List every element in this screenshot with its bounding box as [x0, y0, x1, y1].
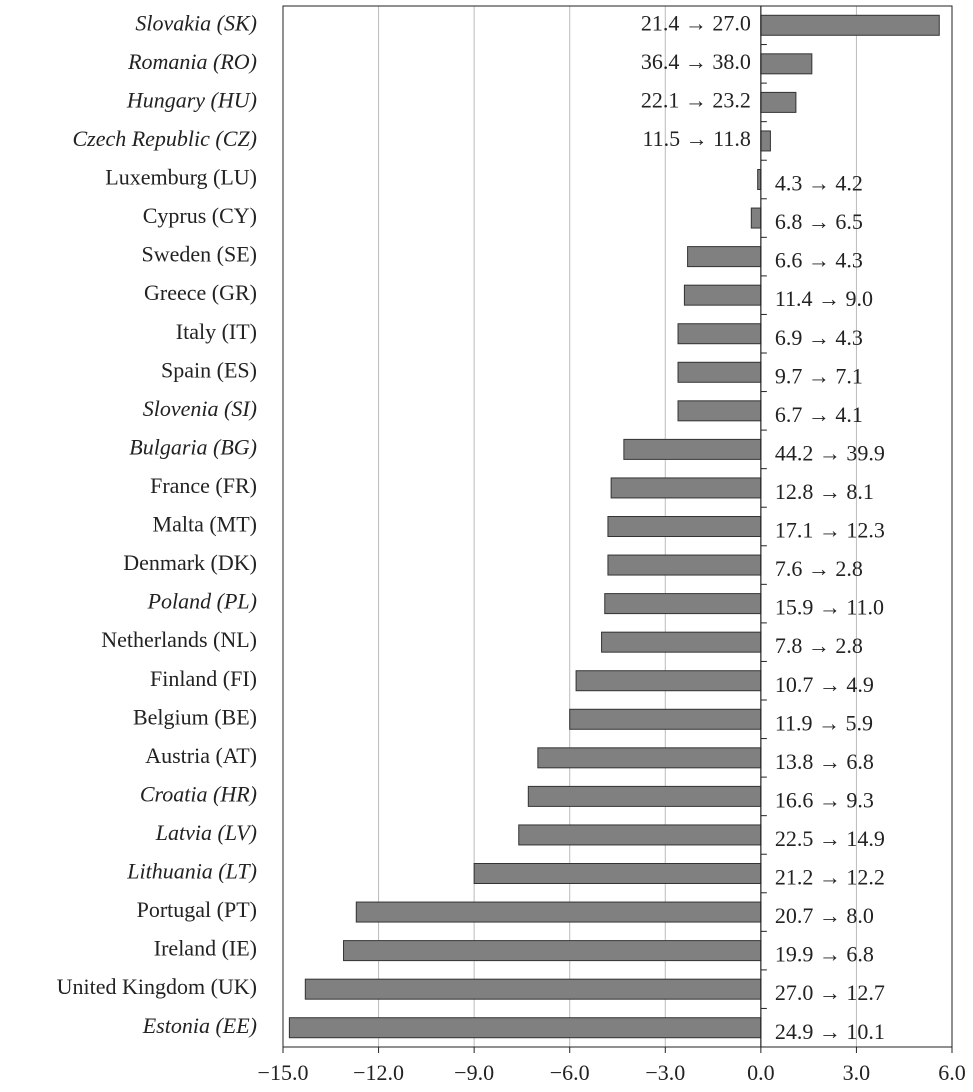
bar — [355, 901, 762, 923]
bar — [623, 438, 762, 460]
y-tick-label: Austria (AT) — [145, 743, 257, 768]
y-tick-label: Malta (MT) — [153, 512, 257, 537]
y-tick-label: Greece (GR) — [144, 280, 257, 305]
plot-frame — [282, 5, 953, 1048]
annotation: 27.0 → 12.7 — [775, 980, 885, 1005]
y-tick-label: Czech Republic (CZ) — [72, 126, 257, 151]
y-tick-label: Sweden (SE) — [142, 242, 257, 267]
x-tick-label: 0.0 — [747, 1060, 775, 1085]
y-tick-label: Belgium (BE) — [133, 704, 257, 729]
x-tick-label: −12.0 — [353, 1060, 404, 1085]
annotation: 11.9 → 5.9 — [775, 710, 873, 735]
bar — [604, 593, 762, 615]
bar — [760, 53, 813, 75]
annotation: 7.6 → 2.8 — [775, 556, 863, 581]
y-tick-label: Slovakia (SK) — [135, 10, 257, 35]
y-tick-label: Italy (IT) — [176, 319, 257, 344]
x-tick-label: −15.0 — [258, 1060, 309, 1085]
bar — [750, 207, 762, 229]
y-tick-label: Ireland (IE) — [154, 936, 257, 961]
bar — [518, 824, 762, 846]
annotation: 6.8 → 6.5 — [775, 209, 863, 234]
y-tick-label: Hungary (HU) — [126, 87, 257, 112]
y-tick-label: Latvia (LV) — [155, 820, 257, 845]
bar — [760, 14, 940, 36]
bar — [288, 1017, 762, 1039]
bar — [304, 978, 762, 1000]
y-tick-label: Netherlands (NL) — [101, 627, 257, 652]
annotation: 21.4 → 27.0 — [641, 10, 751, 35]
y-tick-label: Spain (ES) — [161, 357, 257, 382]
annotation: 7.8 → 2.8 — [775, 633, 863, 658]
y-tick-label: Estonia (EE) — [142, 1013, 257, 1038]
bar — [473, 863, 762, 884]
annotation: 17.1 → 12.3 — [775, 518, 885, 543]
annotation: 11.5 → 11.8 — [642, 126, 750, 151]
bar — [527, 785, 762, 807]
bar — [607, 516, 762, 537]
annotation: 36.4 → 38.0 — [641, 49, 751, 74]
annotation: 22.5 → 14.9 — [775, 826, 885, 851]
y-tick-label: United Kingdom (UK) — [57, 974, 257, 999]
annotation: 12.8 → 8.1 — [775, 479, 874, 504]
bar — [677, 323, 762, 345]
bar — [687, 246, 762, 268]
bar — [601, 631, 762, 653]
y-tick-label: Denmark (DK) — [123, 550, 257, 575]
x-tick-label: −6.0 — [550, 1060, 590, 1085]
annotation: 24.9 → 10.1 — [775, 1019, 885, 1044]
y-tick-label: Croatia (HR) — [140, 781, 257, 806]
annotation: 15.9 → 11.0 — [775, 595, 884, 620]
bar — [537, 747, 762, 769]
y-tick-label: Finland (FI) — [150, 666, 257, 691]
annotation: 10.7 → 4.9 — [775, 672, 874, 697]
annotation: 6.7 → 4.1 — [775, 402, 863, 427]
annotation: 21.2 → 12.2 — [775, 865, 885, 890]
bar — [683, 284, 762, 306]
annotation: 16.6 → 9.3 — [775, 787, 874, 812]
x-tick-label: −9.0 — [454, 1060, 494, 1085]
bar — [677, 361, 762, 383]
y-tick-label: Romania (RO) — [127, 49, 257, 74]
y-tick-label: Bulgaria (BG) — [129, 434, 257, 459]
annotation: 19.9 → 6.8 — [775, 942, 874, 967]
x-tick-label: 6.0 — [938, 1060, 966, 1085]
annotation: 6.9 → 4.3 — [775, 325, 863, 350]
bar — [677, 400, 762, 422]
y-tick-label: Portugal (PT) — [137, 897, 257, 922]
bar — [610, 477, 762, 499]
annotation: 11.4 → 9.0 — [775, 286, 873, 311]
y-tick-label: Slovenia (SI) — [143, 396, 257, 421]
annotation: 44.2 → 39.9 — [775, 440, 885, 465]
bar — [569, 708, 762, 730]
annotation: 22.1 → 23.2 — [641, 87, 751, 112]
bar — [760, 91, 797, 113]
annotation: 9.7 → 7.1 — [775, 363, 863, 388]
x-tick-label: −3.0 — [645, 1060, 685, 1085]
y-tick-label: Luxemburg (LU) — [105, 165, 257, 190]
y-tick-label: Poland (PL) — [147, 589, 257, 614]
bar — [343, 940, 762, 962]
annotation: 13.8 → 6.8 — [775, 749, 874, 774]
y-tick-label: Lithuania (LT) — [126, 859, 257, 884]
annotation: 4.3 → 4.2 — [775, 171, 863, 196]
bar — [760, 130, 771, 152]
bar — [607, 554, 762, 576]
y-tick-label: Cyprus (CY) — [143, 203, 257, 228]
y-tick-label: France (FR) — [150, 473, 257, 498]
annotation: 6.6 → 4.3 — [775, 248, 863, 273]
annotation: 20.7 → 8.0 — [775, 903, 874, 928]
bar — [575, 670, 762, 692]
x-tick-label: 3.0 — [843, 1060, 871, 1085]
